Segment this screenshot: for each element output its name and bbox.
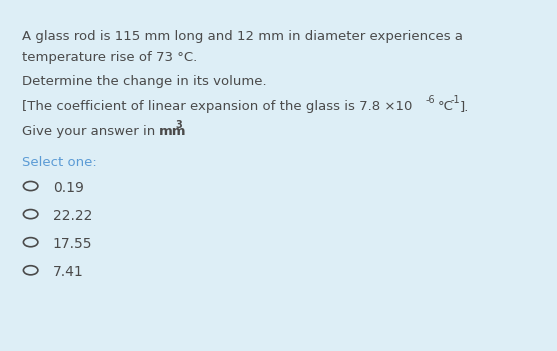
Text: Give your answer in: Give your answer in: [22, 125, 160, 138]
Text: -1: -1: [450, 95, 460, 105]
Text: 7.41: 7.41: [53, 265, 84, 279]
Text: A glass rod is 115 mm long and 12 mm in diameter experiences a: A glass rod is 115 mm long and 12 mm in …: [22, 30, 463, 43]
Text: 3: 3: [175, 120, 182, 130]
Text: .: .: [181, 125, 185, 138]
Text: ].: ].: [460, 100, 470, 113]
Text: temperature rise of 73 °C.: temperature rise of 73 °C.: [22, 51, 198, 64]
Text: Determine the change in its volume.: Determine the change in its volume.: [22, 75, 267, 88]
Text: [The coefficient of linear expansion of the glass is 7.8 ×10: [The coefficient of linear expansion of …: [22, 100, 413, 113]
Text: 0.19: 0.19: [53, 181, 84, 195]
Text: mm: mm: [159, 125, 186, 138]
Text: 22.22: 22.22: [53, 209, 92, 223]
Text: -6: -6: [426, 95, 435, 105]
Text: 17.55: 17.55: [53, 237, 92, 251]
Text: Select one:: Select one:: [22, 156, 97, 169]
Text: °C: °C: [438, 100, 454, 113]
